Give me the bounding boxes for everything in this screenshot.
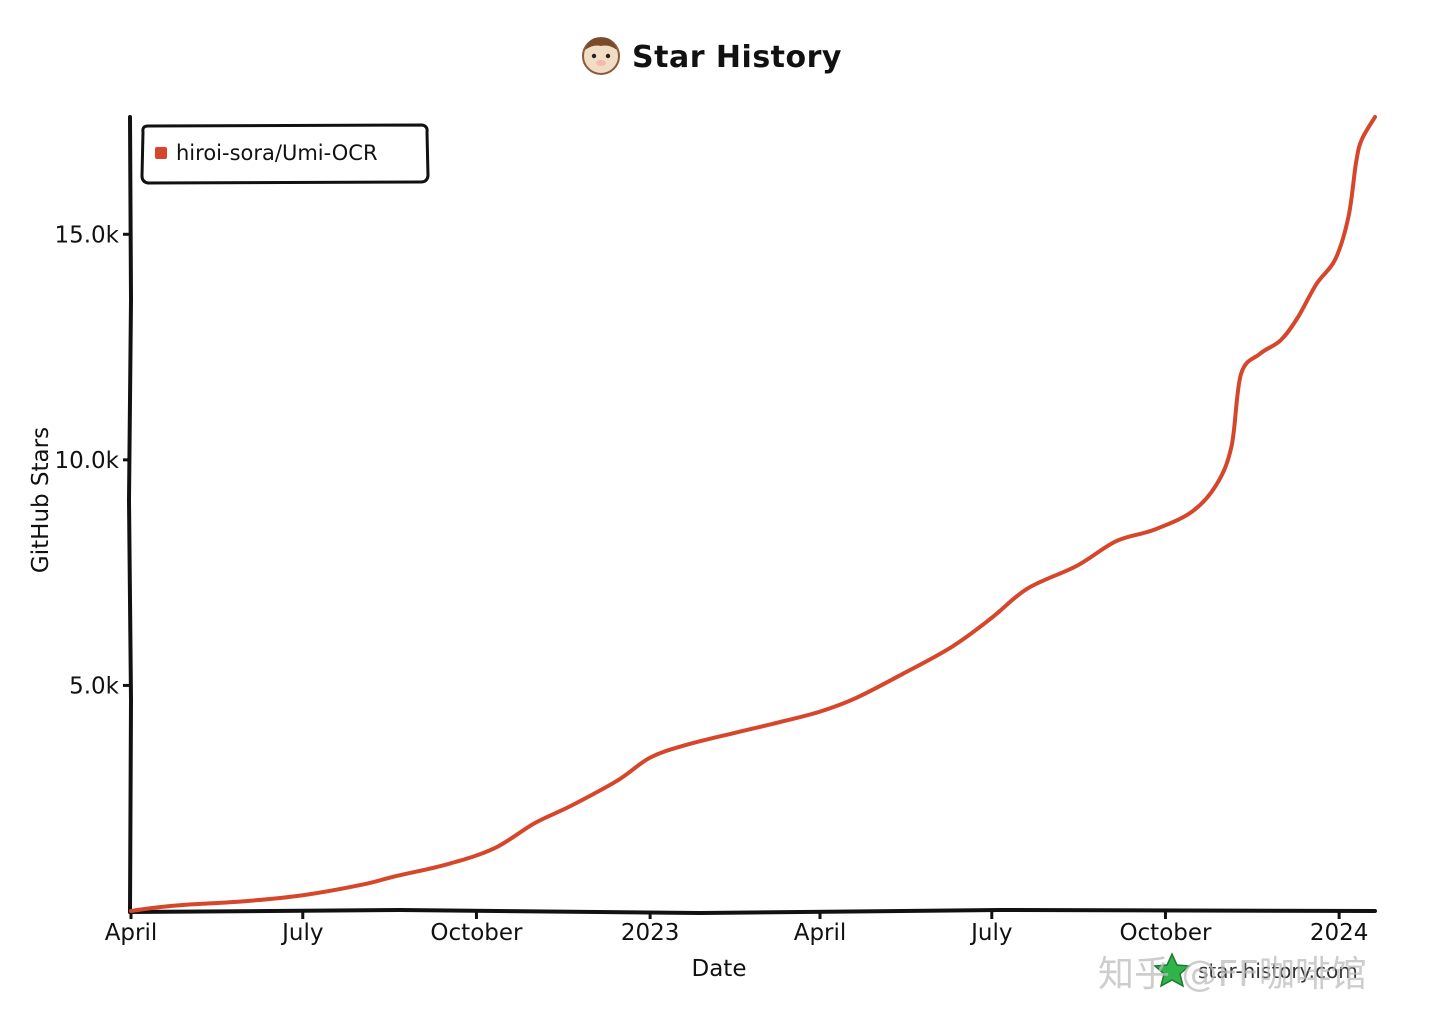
footer-attribution: star-history.com: [1153, 952, 1358, 988]
x-axis-line: [128, 907, 1377, 916]
footer-site-label: star-history.com: [1198, 959, 1358, 983]
x-axis-ticks: April July October 2023 April July October 2024: [105, 911, 1369, 946]
y-axis-ticks: 5.0k 10.0k 15.0k: [54, 222, 131, 699]
x-tick-label: 2024: [1310, 920, 1369, 946]
x-tick-label: October: [430, 920, 523, 946]
x-tick-label: July: [969, 920, 1012, 946]
series-lines: [129, 115, 1377, 913]
series-line-0: [129, 115, 1377, 913]
x-tick-label: 2023: [621, 920, 680, 946]
y-tick-label: 15.0k: [54, 222, 119, 248]
y-tick-label: 5.0k: [69, 673, 120, 699]
y-axis-label: GitHub Stars: [28, 427, 54, 573]
chart-title: Star History: [632, 40, 842, 75]
chart-title-group: Star History: [582, 37, 842, 75]
x-tick-label: October: [1119, 920, 1212, 946]
star-history-logo-icon: [1153, 952, 1191, 988]
x-axis-label: Date: [692, 956, 747, 982]
legend-label: hiroi-sora/Umi-OCR: [176, 141, 378, 165]
x-tick-label: April: [105, 920, 158, 946]
watermark-text: 知乎 @FF咖啡馆: [1098, 954, 1367, 995]
y-tick-label: 10.0k: [54, 448, 119, 474]
x-tick-label: April: [794, 920, 847, 946]
legend: hiroi-sora/Umi-OCR: [140, 123, 430, 185]
legend-box: [140, 123, 430, 185]
hamster-avatar-icon: [582, 37, 620, 75]
x-tick-label: July: [280, 920, 323, 946]
legend-swatch: [155, 147, 167, 159]
y-axis-line: [126, 115, 134, 914]
